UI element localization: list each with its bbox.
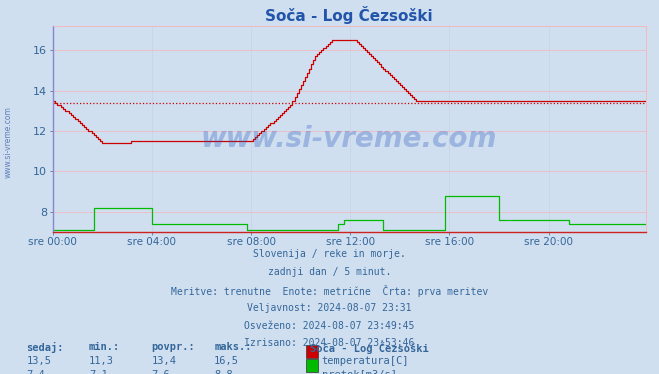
Text: Osveženo: 2024-08-07 23:49:45: Osveženo: 2024-08-07 23:49:45 (244, 321, 415, 331)
Text: povpr.:: povpr.: (152, 342, 195, 352)
Text: temperatura[C]: temperatura[C] (322, 356, 409, 367)
Text: 7,4: 7,4 (26, 370, 45, 374)
Text: www.si-vreme.com: www.si-vreme.com (4, 106, 13, 178)
Text: Meritve: trenutne  Enote: metrične  Črta: prva meritev: Meritve: trenutne Enote: metrične Črta: … (171, 285, 488, 297)
Text: min.:: min.: (89, 342, 120, 352)
Text: Veljavnost: 2024-08-07 23:31: Veljavnost: 2024-08-07 23:31 (247, 303, 412, 313)
Text: pretok[m3/s]: pretok[m3/s] (322, 370, 397, 374)
Text: maks.:: maks.: (214, 342, 252, 352)
Text: 11,3: 11,3 (89, 356, 114, 367)
Text: zadnji dan / 5 minut.: zadnji dan / 5 minut. (268, 267, 391, 277)
Title: Soča - Log Čezsoški: Soča - Log Čezsoški (266, 6, 433, 24)
Text: www.si-vreme.com: www.si-vreme.com (201, 125, 498, 153)
Text: 7,6: 7,6 (152, 370, 170, 374)
Text: Izrisano: 2024-08-07 23:53:46: Izrisano: 2024-08-07 23:53:46 (244, 338, 415, 349)
Text: Slovenija / reke in morje.: Slovenija / reke in morje. (253, 249, 406, 259)
Text: 13,4: 13,4 (152, 356, 177, 367)
Text: sedaj:: sedaj: (26, 342, 64, 353)
Text: 13,5: 13,5 (26, 356, 51, 367)
Text: 7,1: 7,1 (89, 370, 107, 374)
Text: 16,5: 16,5 (214, 356, 239, 367)
Text: 8,8: 8,8 (214, 370, 233, 374)
Text: Soča - Log Čezsoški: Soča - Log Čezsoški (310, 342, 428, 354)
